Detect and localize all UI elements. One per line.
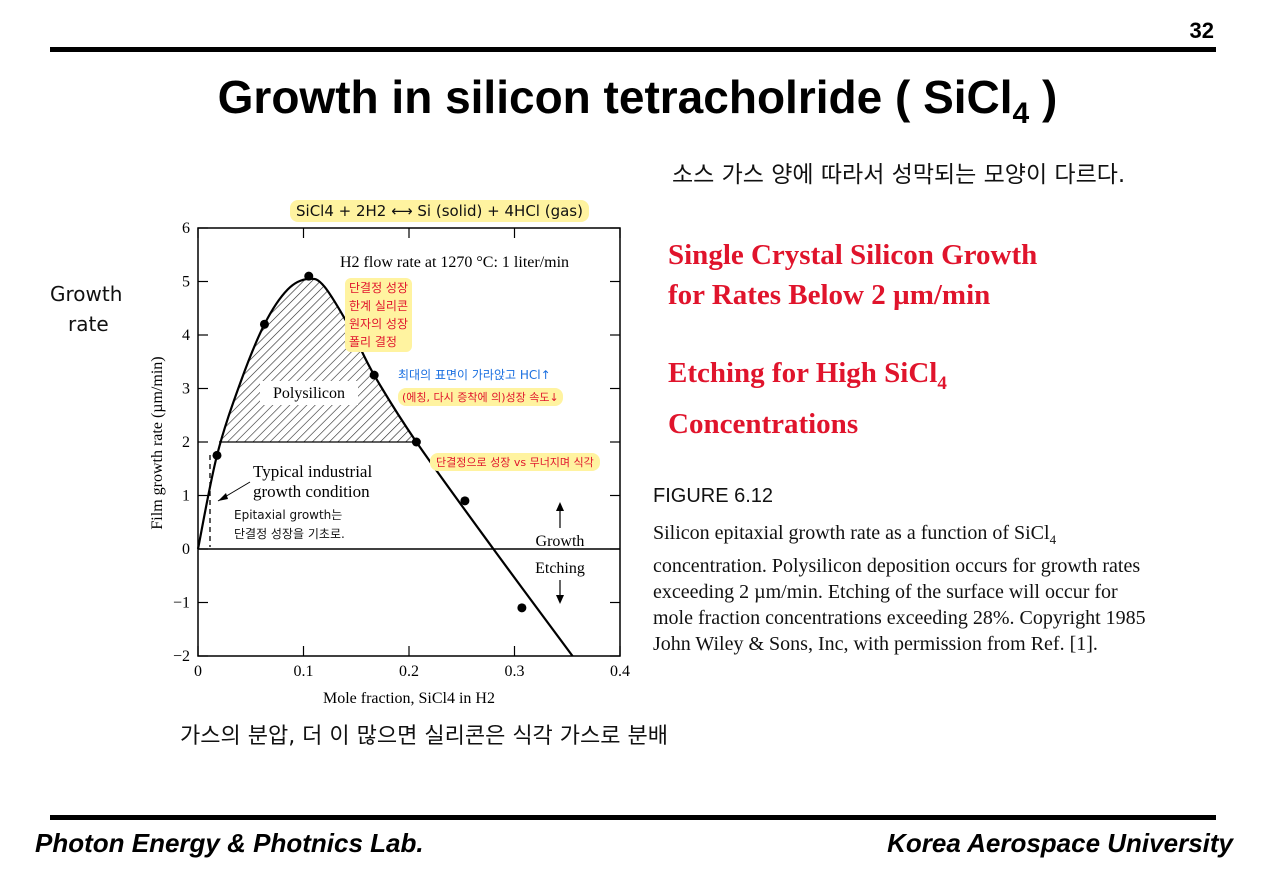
bottom-rule [50, 815, 1216, 820]
y-tick-label: 3 [182, 381, 190, 398]
etching-arrow-head [556, 595, 564, 604]
figure-label: FIGURE 6.12 [653, 485, 774, 507]
title-text: Growth in silicon tetracholride ( SiCl [217, 71, 1013, 123]
footer-right: Korea Aerospace University [887, 828, 1233, 858]
typical-pointer-arrowhead [218, 493, 228, 501]
data-point [259, 319, 269, 329]
red-line-2-text: for Rates Below 2 [668, 279, 893, 311]
slide-title: Growth in silicon tetracholride ( SiCl4 … [0, 70, 1275, 131]
epi-note-1: Epitaxial growth는 [234, 508, 343, 522]
y-tick-label: 6 [182, 220, 190, 237]
red-spacer [668, 315, 1037, 353]
top-rule [50, 47, 1216, 52]
bottom-korean-note: 가스의 분압, 더 이 많으면 실리콘은 식각 가스로 분배 [180, 724, 668, 749]
red-line-2-unit: µm/min [892, 279, 991, 311]
data-point [304, 271, 314, 281]
orange-note: (에칭, 다시 증착에 의)성장 속도↓ [398, 388, 563, 406]
data-point [517, 603, 527, 613]
x-tick-label: 0.4 [610, 663, 630, 680]
x-tick-label: 0 [194, 663, 202, 680]
red-note-4: 폴리 결정 [349, 335, 397, 349]
red-line-1: Single Crystal Silicon Growth [668, 239, 1038, 271]
growth-arrow-head [556, 502, 564, 511]
x-tick-label: 0.2 [399, 663, 419, 680]
red-line-4: Concentrations [668, 407, 859, 440]
red-line-3-text: Etching for High SiCl [668, 357, 938, 389]
red-line-3: Etching for High SiCl4 [668, 353, 1037, 404]
title-close: ) [1029, 71, 1058, 123]
title-subscript: 4 [1012, 97, 1030, 131]
data-point [369, 370, 379, 380]
red-line-3-sub: 4 [937, 372, 947, 394]
red-note-3: 원자의 성장 [349, 317, 409, 331]
x-axis-label: Mole fraction, SiCl4 in H2 [323, 690, 495, 707]
typical-label-1: Typical industrial [253, 462, 372, 481]
y-tick-label: −1 [173, 595, 190, 612]
y-tick-label: 4 [182, 327, 190, 344]
y-tick-label: −2 [173, 648, 190, 665]
blue-note: 최대의 표면이 가라앉고 HCl↑ [398, 368, 551, 382]
x-tick-label: 0.1 [294, 663, 314, 680]
figure-caption: Silicon epitaxial growth rate as a funct… [653, 520, 1153, 657]
caption-part-2: concentration. Polysilicon deposition oc… [653, 555, 1146, 655]
red-text-block: Single Crystal Silicon Growth for Rates … [668, 235, 1037, 444]
caption-part-1: Silicon epitaxial growth rate as a funct… [653, 522, 1050, 544]
epi-note-2: 단결정 성장을 기초로. [234, 527, 345, 541]
y-tick-label: 1 [182, 488, 190, 505]
y-tick-label: 5 [182, 274, 190, 291]
y-tick-label: 2 [182, 434, 190, 451]
reaction-note: SiCl4 + 2H2 ⟷ Si (solid) + 4HCl (gas) [290, 200, 589, 222]
etching-label: Etching [535, 560, 585, 577]
top-korean-note: 소스 가스 양에 따라서 성막되는 모양이 다르다. [672, 162, 1126, 188]
data-point [212, 450, 222, 460]
data-point [460, 496, 470, 506]
y-tick-label: 0 [182, 541, 190, 558]
red-notes-box: 단결정 성장 한계 실리콘 원자의 성장 폴리 결정 [345, 278, 413, 352]
chart-subtitle: H2 flow rate at 1270 °C: 1 liter/min [340, 254, 569, 271]
red-line-2: for Rates Below 2 µm/min [668, 275, 1037, 315]
data-point [411, 437, 421, 447]
x-tick-label: 0.3 [505, 663, 525, 680]
line-note: 단결정으로 성장 vs 무너지며 식각 [430, 453, 600, 471]
growth-rate-chart: −2 −1 0 1 2 3 4 5 6 0 0.1 0.2 0.3 0.4 Polysilicon Ty… [149, 220, 630, 707]
growth-rate-curve [196, 277, 574, 657]
footer-left: Photon Energy & Photnics Lab. [35, 828, 424, 858]
caption-subscript: 4 [1049, 532, 1057, 547]
page-number: 32 [1189, 18, 1214, 43]
red-note-2: 한계 실리콘 [349, 299, 409, 313]
data-points [212, 271, 527, 613]
y-axis-label: Film growth rate (µm/min) [149, 356, 166, 529]
growth-label: Growth [536, 533, 585, 550]
x-axis-ticks: 0 0.1 0.2 0.3 0.4 [194, 228, 630, 680]
red-note-1: 단결정 성장 [349, 281, 409, 295]
typical-label-2: growth condition [253, 482, 370, 501]
polysilicon-label: Polysilicon [273, 385, 345, 402]
rate-note: rate [68, 312, 109, 336]
polysilicon-label-bg [260, 381, 358, 405]
growth-note: Growth [50, 282, 123, 306]
